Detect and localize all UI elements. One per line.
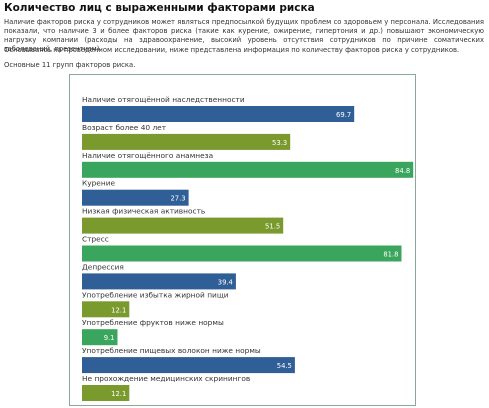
chart-canvas: Наличие отягощённой наследственности 69.7… — [82, 95, 414, 401]
bar-value-label: 12.1 — [111, 306, 126, 314]
study-paragraph: Основываясь на проведенном исследовании,… — [4, 46, 460, 54]
bar-value-label: 81.8 — [383, 251, 398, 259]
category-label: Стресс — [82, 235, 109, 244]
page-title: Количество лиц с выраженными факторами р… — [4, 2, 315, 14]
bar-value-label: 69.7 — [336, 111, 351, 119]
category-label: Наличие отягощённого анамнеза — [82, 151, 213, 160]
category-label: Курение — [82, 179, 115, 188]
bar — [82, 329, 118, 346]
category-label: Низкая физическая активность — [82, 207, 205, 216]
category-label: Употребление фруктов ниже нормы — [82, 318, 224, 327]
bar — [82, 301, 130, 318]
bar-value-label: 12.1 — [111, 390, 126, 398]
bar-value-label: 39.4 — [218, 278, 233, 286]
bar — [82, 217, 284, 234]
bar-value-label: 27.3 — [170, 195, 185, 203]
category-label: Не прохождение медицинских скринингов — [82, 374, 250, 383]
category-label: Возраст более 40 лет — [82, 123, 167, 132]
category-label: Употребление избытка жирной пищи — [82, 290, 229, 299]
bar-value-label: 51.5 — [265, 223, 280, 231]
category-label: Употребление пищевых волокон ниже нормы — [82, 346, 261, 355]
bar — [82, 161, 414, 178]
bar — [82, 189, 189, 206]
intro-paragraph: Наличие факторов риска у сотрудников мож… — [4, 18, 484, 53]
bar — [82, 273, 236, 290]
bar — [82, 357, 295, 374]
bar — [82, 133, 291, 150]
bar-value-label: 54.5 — [277, 362, 292, 370]
category-label: Депрессия — [82, 262, 124, 271]
risk-factors-chart: Наличие отягощённой наследственности 69.7… — [69, 74, 416, 406]
bar-value-label: 84.8 — [395, 167, 410, 175]
groups-paragraph: Основные 11 групп факторов риска. — [4, 61, 136, 69]
bar-value-label: 53.3 — [272, 139, 287, 147]
bar-value-label: 9.1 — [104, 334, 115, 342]
bar — [82, 106, 355, 122]
category-label: Наличие отягощённой наследственности — [82, 95, 245, 104]
bar — [82, 385, 130, 401]
bar — [82, 245, 402, 262]
